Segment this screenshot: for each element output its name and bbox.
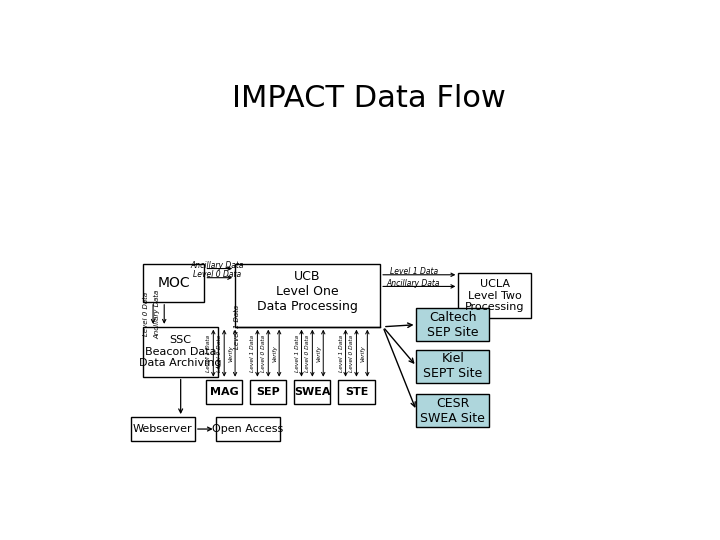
Bar bbox=[215, 417, 280, 441]
Bar bbox=[459, 273, 531, 319]
Text: Kiel
SEPT Site: Kiel SEPT Site bbox=[423, 352, 482, 380]
Text: IMPACT Data Flow: IMPACT Data Flow bbox=[232, 84, 506, 112]
Bar bbox=[338, 380, 374, 404]
Bar bbox=[416, 308, 489, 341]
Text: Verify: Verify bbox=[228, 345, 233, 362]
Bar bbox=[206, 380, 243, 404]
Text: CESR
SWEA Site: CESR SWEA Site bbox=[420, 397, 485, 425]
Text: SEP: SEP bbox=[256, 387, 280, 396]
Text: Ancillary Data: Ancillary Data bbox=[190, 261, 243, 269]
Text: Level 1 Data: Level 1 Data bbox=[251, 335, 256, 372]
Text: SWEA: SWEA bbox=[294, 387, 330, 396]
Text: STE: STE bbox=[345, 387, 368, 396]
Text: Level 1 Data: Level 1 Data bbox=[234, 305, 240, 349]
Text: Level 0 Data: Level 0 Data bbox=[217, 335, 222, 372]
Bar bbox=[250, 380, 287, 404]
Bar bbox=[143, 265, 204, 302]
Text: Level 1 Data: Level 1 Data bbox=[390, 267, 438, 276]
Text: UCB
Level One
Data Processing: UCB Level One Data Processing bbox=[257, 270, 358, 313]
Text: UCLA
Level Two
Processing: UCLA Level Two Processing bbox=[465, 279, 524, 312]
Text: Caltech
SEP Site: Caltech SEP Site bbox=[427, 310, 479, 339]
Text: MOC: MOC bbox=[158, 276, 190, 290]
Bar bbox=[416, 394, 489, 427]
Text: Level 0 Data: Level 0 Data bbox=[143, 292, 149, 336]
Text: Webserver: Webserver bbox=[133, 424, 193, 434]
Text: Level 0 Data: Level 0 Data bbox=[305, 335, 310, 372]
Bar bbox=[294, 380, 330, 404]
Text: MAG: MAG bbox=[210, 387, 238, 396]
Text: Level 0 Data: Level 0 Data bbox=[349, 335, 354, 372]
Text: Level 0 Data: Level 0 Data bbox=[193, 270, 241, 279]
Text: SSC
Beacon Data
Data Archiving: SSC Beacon Data Data Archiving bbox=[140, 335, 222, 368]
Text: Verify: Verify bbox=[361, 345, 365, 362]
Text: Ancillary Data: Ancillary Data bbox=[155, 289, 161, 339]
Text: Level 0 Data: Level 0 Data bbox=[261, 335, 266, 372]
Text: Verify: Verify bbox=[316, 345, 321, 362]
Text: Level 1 Data: Level 1 Data bbox=[207, 335, 212, 372]
Bar bbox=[143, 327, 218, 377]
Text: Level 1 Data: Level 1 Data bbox=[294, 335, 300, 372]
Bar bbox=[416, 349, 489, 383]
Text: Verify: Verify bbox=[272, 345, 277, 362]
Bar bbox=[131, 417, 195, 441]
Bar bbox=[235, 265, 380, 327]
Text: Ancillary Data: Ancillary Data bbox=[387, 279, 441, 288]
Text: Level 1 Data: Level 1 Data bbox=[338, 335, 343, 372]
Text: Open Access: Open Access bbox=[212, 424, 283, 434]
